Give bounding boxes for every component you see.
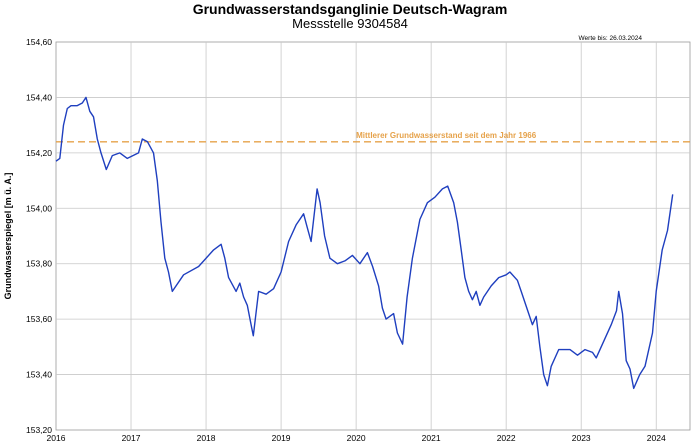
x-tick-label: 2021 bbox=[422, 433, 441, 443]
x-tick-label: 2023 bbox=[572, 433, 591, 443]
y-tick-label: 153,60 bbox=[26, 314, 52, 324]
y-tick-label: 154,20 bbox=[26, 148, 52, 158]
reference-line-label: Mittlerer Grundwasserstand seit dem Jahr… bbox=[356, 131, 537, 140]
x-tick-label: 2024 bbox=[647, 433, 666, 443]
y-tick-label: 153,80 bbox=[26, 259, 52, 269]
y-tick-label: 154,00 bbox=[26, 203, 52, 213]
values-until-label: Werte bis: 26.03.2024 bbox=[578, 35, 642, 42]
x-tick-label: 2016 bbox=[47, 433, 66, 443]
x-tick-label: 2018 bbox=[197, 433, 216, 443]
y-tick-label: 154,60 bbox=[26, 37, 52, 47]
groundwater-level-line bbox=[55, 96, 674, 390]
x-tick-label: 2020 bbox=[347, 433, 366, 443]
x-tick-label: 2017 bbox=[122, 433, 141, 443]
y-axis-label: Grundwasserspiegel [m ü. A.] bbox=[3, 173, 13, 300]
chart-subtitle: Messstelle 9304584 bbox=[292, 16, 408, 31]
x-tick-label: 2019 bbox=[272, 433, 291, 443]
y-tick-label: 153,20 bbox=[26, 425, 52, 435]
plot-area bbox=[55, 41, 691, 431]
chart-title: Grundwasserstandsganglinie Deutsch-Wagra… bbox=[192, 1, 508, 17]
y-tick-label: 154,40 bbox=[26, 92, 52, 102]
y-tick-label: 153,40 bbox=[26, 370, 52, 380]
x-tick-label: 2022 bbox=[497, 433, 516, 443]
